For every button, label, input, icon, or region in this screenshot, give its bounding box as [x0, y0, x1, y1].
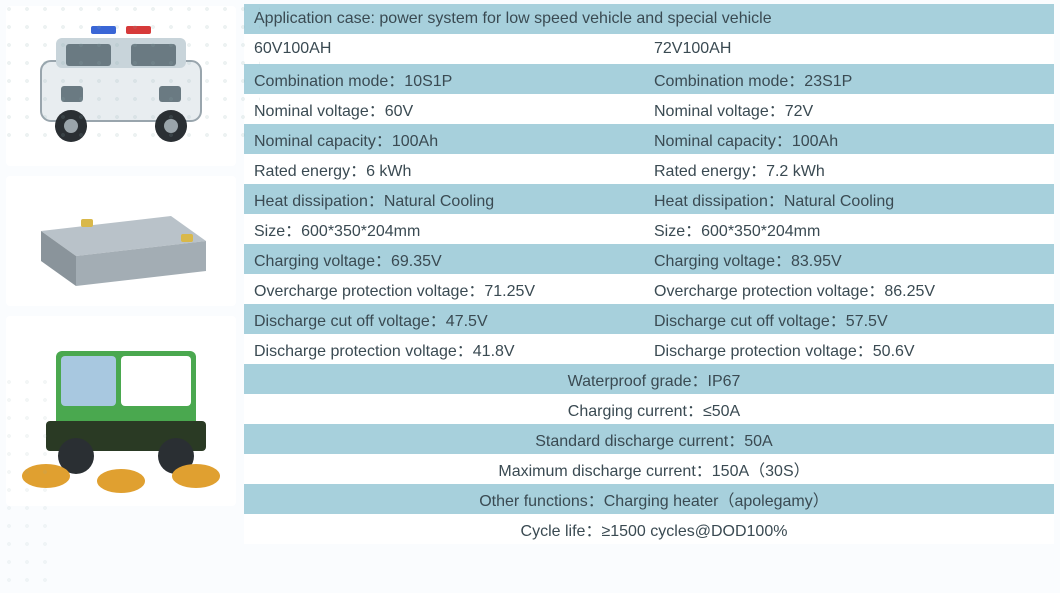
spec-cell: Combination mode：23S1P: [654, 67, 1054, 91]
spec-cell: Overcharge protection voltage：86.25V: [654, 277, 1054, 301]
spec-row: Nominal capacity：100Ah Nominal capacity：…: [244, 124, 1054, 154]
variant-title: 72V100AH: [654, 40, 1054, 58]
spec-row: Nominal voltage：60V Nominal voltage：72V: [244, 94, 1054, 124]
shared-row: Standard discharge current：50A: [244, 424, 1054, 454]
spec-cell: Charging voltage：83.95V: [654, 247, 1054, 271]
header-row: Application case: power system for low s…: [244, 4, 1054, 34]
spec-cell: Cycle life：≥1500 cycles@DOD100%: [521, 517, 788, 541]
spec-cell: Heat dissipation：Natural Cooling: [254, 187, 654, 211]
spec-cell: Rated energy：7.2 kWh: [654, 157, 1054, 181]
spec-cell: Size：600*350*204mm: [654, 217, 1054, 241]
spec-cell: Nominal voltage：60V: [254, 97, 654, 121]
spec-cell: Discharge cut off voltage：57.5V: [654, 307, 1054, 331]
spec-cell: Maximum discharge current：150A（30S）: [498, 457, 809, 481]
shared-row: Waterproof grade：IP67: [244, 364, 1054, 394]
spec-table: Application case: power system for low s…: [244, 4, 1054, 589]
spec-row: Heat dissipation：Natural Cooling Heat di…: [244, 184, 1054, 214]
spec-cell: Discharge protection voltage：41.8V: [254, 337, 654, 361]
shared-row: Other functions：Charging heater（apolegam…: [244, 484, 1054, 514]
spec-cell: Waterproof grade：IP67: [568, 367, 741, 391]
spec-cell: Overcharge protection voltage：71.25V: [254, 277, 654, 301]
spec-row: Rated energy：6 kWh Rated energy：7.2 kWh: [244, 154, 1054, 184]
spec-row: Discharge protection voltage：41.8V Disch…: [244, 334, 1054, 364]
variant-title: 60V100AH: [254, 40, 654, 58]
battery-box-image: [6, 176, 236, 306]
spec-cell: Standard discharge current：50A: [535, 427, 772, 451]
spec-cell: Charging voltage：69.35V: [254, 247, 654, 271]
spec-cell: Rated energy：6 kWh: [254, 157, 654, 181]
spec-row: Combination mode：10S1P Combination mode：…: [244, 64, 1054, 94]
spec-cell: Heat dissipation：Natural Cooling: [654, 187, 1054, 211]
shared-row: Maximum discharge current：150A（30S）: [244, 454, 1054, 484]
spec-cell: Other functions：Charging heater（apolegam…: [479, 487, 829, 511]
spec-cell: Discharge cut off voltage：47.5V: [254, 307, 654, 331]
shared-row: Charging current：≤50A: [244, 394, 1054, 424]
header-text: Application case: power system for low s…: [254, 10, 772, 28]
spec-row: Discharge cut off voltage：47.5V Discharg…: [244, 304, 1054, 334]
spec-cell: Size：600*350*204mm: [254, 217, 654, 241]
spec-cell: Charging current：≤50A: [568, 397, 740, 421]
spec-cell: Nominal voltage：72V: [654, 97, 1054, 121]
spec-cell: Combination mode：10S1P: [254, 67, 654, 91]
spec-row: Charging voltage：69.35V Charging voltage…: [244, 244, 1054, 274]
spec-row: Size：600*350*204mm Size：600*350*204mm: [244, 214, 1054, 244]
spec-cell: Discharge protection voltage：50.6V: [654, 337, 1054, 361]
spec-row: 60V100AH 72V100AH: [244, 34, 1054, 64]
spec-cell: Nominal capacity：100Ah: [654, 127, 1054, 151]
spec-cell: Nominal capacity：100Ah: [254, 127, 654, 151]
spec-row: Overcharge protection voltage：71.25V Ove…: [244, 274, 1054, 304]
shared-row: Cycle life：≥1500 cycles@DOD100%: [244, 514, 1054, 544]
